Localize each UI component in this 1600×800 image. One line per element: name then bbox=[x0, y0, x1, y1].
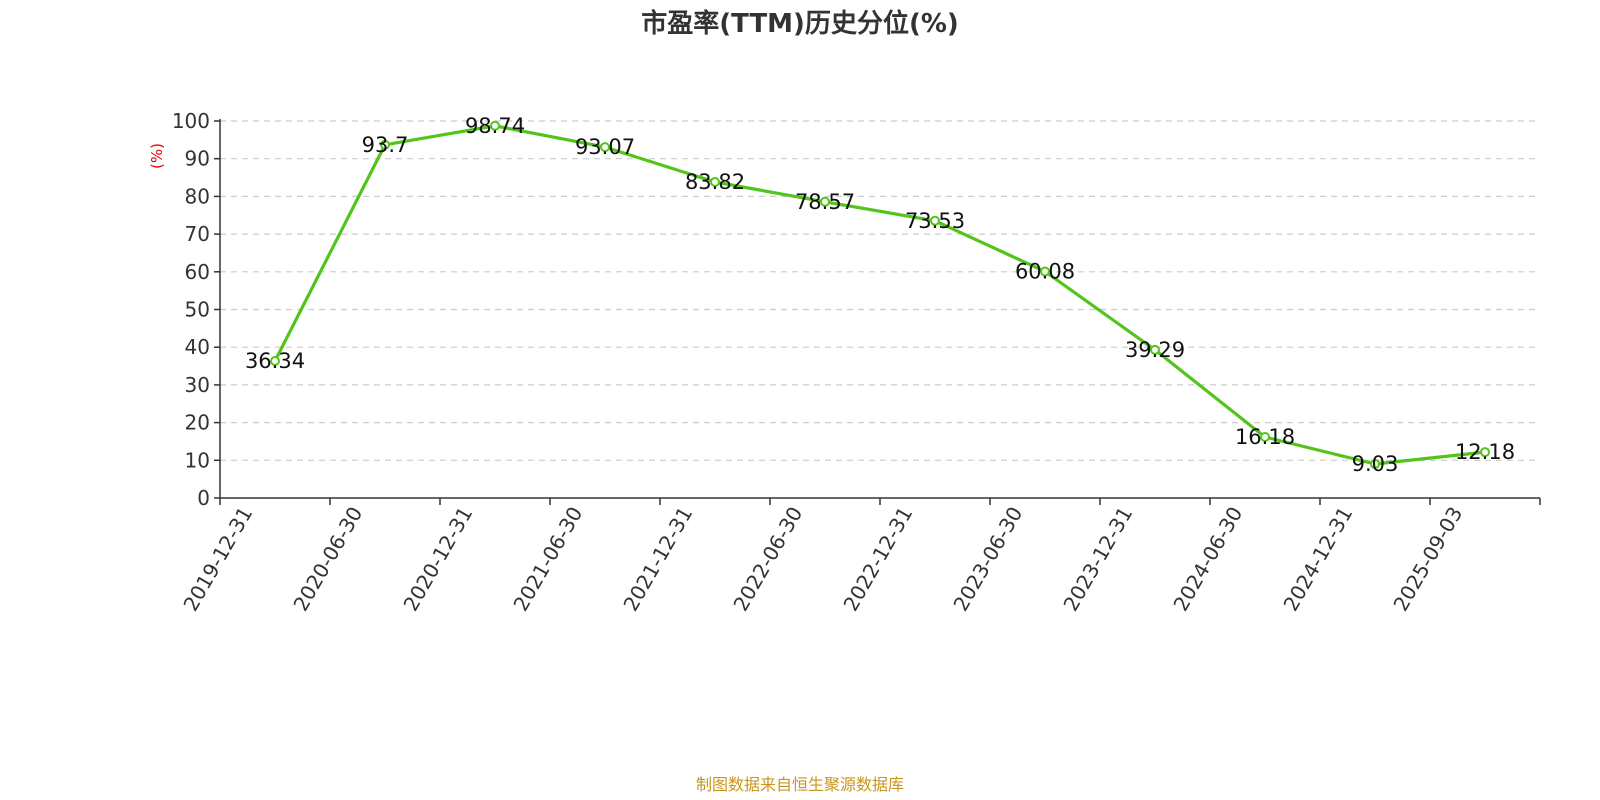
x-tick-label: 2022-06-30 bbox=[728, 503, 807, 616]
x-tick-label: 2020-12-31 bbox=[398, 503, 477, 616]
data-points bbox=[270, 120, 1490, 469]
x-tick-label: 2021-06-30 bbox=[508, 503, 587, 616]
x-tick-label: 2021-12-31 bbox=[618, 503, 697, 616]
data-label: 83.82 bbox=[685, 170, 745, 194]
y-tick-label: 40 bbox=[185, 335, 210, 359]
data-point bbox=[930, 215, 940, 226]
data-label: 9.03 bbox=[1352, 452, 1399, 476]
data-label: 16.18 bbox=[1235, 425, 1295, 449]
data-point bbox=[1150, 344, 1160, 355]
y-axis-ticks: 0 10 20 30 40 50 60 70 80 90 100 bbox=[172, 109, 220, 510]
data-point bbox=[1370, 458, 1380, 469]
x-tick-label: 2024-12-31 bbox=[1278, 503, 1357, 616]
gridlines bbox=[220, 120, 1540, 461]
data-point bbox=[820, 196, 830, 207]
data-label: 12.18 bbox=[1455, 440, 1515, 464]
y-tick-label: 90 bbox=[185, 147, 210, 171]
chart-title: 市盈率(TTM)历史分位(%) bbox=[641, 8, 959, 39]
data-label: 39.29 bbox=[1125, 338, 1185, 362]
data-label: 60.08 bbox=[1015, 259, 1075, 283]
y-tick-label: 10 bbox=[185, 448, 210, 472]
data-label: 93.07 bbox=[575, 135, 635, 159]
series-line-path bbox=[273, 124, 1487, 466]
data-point bbox=[490, 120, 500, 131]
x-tick-label: 2020-06-30 bbox=[288, 503, 367, 616]
data-label: 93.7 bbox=[362, 133, 409, 157]
x-tick-label: 2024-06-30 bbox=[1168, 503, 1247, 616]
x-tick-label: 2023-06-30 bbox=[948, 503, 1027, 616]
data-labels: 36.34 93.7 98.74 93.07 83.82 78.57 73.53 60.08 3… bbox=[245, 114, 1515, 476]
data-point bbox=[600, 142, 610, 153]
data-point bbox=[1040, 266, 1050, 277]
data-point bbox=[1480, 447, 1490, 458]
axes bbox=[219, 119, 1540, 499]
y-tick-label: 30 bbox=[185, 373, 210, 397]
y-tick-label: 70 bbox=[185, 222, 210, 246]
y-tick-label: 80 bbox=[185, 184, 210, 208]
y-tick-label: 50 bbox=[185, 298, 210, 322]
data-point bbox=[270, 355, 280, 366]
data-point bbox=[380, 139, 390, 150]
y-tick-label: 20 bbox=[185, 411, 210, 435]
y-tick-label: 0 bbox=[197, 486, 210, 510]
x-tick-label: 2023-12-31 bbox=[1058, 503, 1137, 616]
y-tick-label: 100 bbox=[172, 109, 210, 133]
y-tick-label: 60 bbox=[185, 260, 210, 284]
source-note: 制图数据来自恒生聚源数据库 bbox=[696, 775, 904, 794]
data-label: 78.57 bbox=[795, 190, 855, 214]
x-tick-label: 2025-09-03 bbox=[1388, 503, 1467, 616]
data-point bbox=[1260, 432, 1270, 443]
x-tick-label: 2019-12-31 bbox=[178, 503, 257, 616]
data-label: 98.74 bbox=[465, 114, 525, 138]
data-label: 36.34 bbox=[245, 349, 305, 373]
x-axis-ticks: 2019-12-31 2020-06-30 2020-12-31 2021-06-30… bbox=[178, 498, 1541, 616]
data-label: 73.53 bbox=[905, 209, 965, 233]
y-axis-unit-label: (%) bbox=[148, 143, 166, 169]
series-line bbox=[273, 124, 1487, 466]
x-tick-label: 2022-12-31 bbox=[838, 503, 917, 616]
data-point bbox=[710, 176, 720, 187]
